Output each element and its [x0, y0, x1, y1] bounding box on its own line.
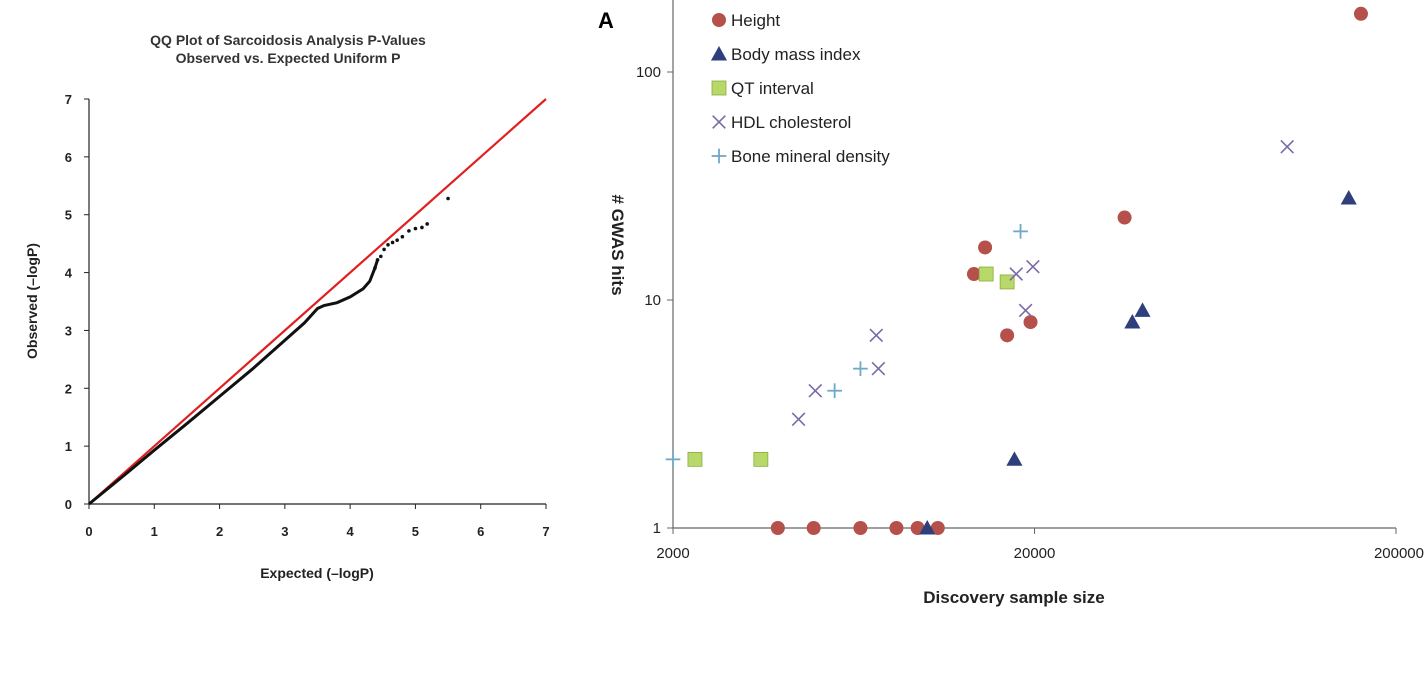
qq-axes	[88, 99, 546, 505]
qq-point	[375, 258, 380, 262]
qq-point	[395, 238, 399, 242]
panel-label: A	[598, 8, 614, 33]
legend-marker	[712, 115, 726, 129]
qq-x-tick-label: 1	[151, 524, 158, 539]
qq-point	[400, 234, 405, 239]
qq-point	[373, 266, 377, 270]
qq-x-tick-label: 3	[281, 524, 288, 539]
gwas-point	[1280, 139, 1295, 154]
gwas-point	[919, 519, 936, 535]
gwas-point	[753, 451, 769, 467]
gwas-point	[978, 266, 994, 282]
gwas-point	[869, 328, 884, 343]
qq-subtitle: Observed vs. Expected Uniform P	[176, 50, 401, 66]
gwas-point	[1124, 314, 1141, 329]
gwas-point	[1000, 328, 1015, 343]
qq-x-tick-label: 7	[542, 524, 549, 539]
legend-label: QT interval	[731, 79, 814, 98]
gwas-x-tick-label: 200000	[1374, 545, 1424, 562]
qq-point	[407, 229, 411, 233]
gwas-point	[827, 383, 842, 399]
gwas-point	[1006, 451, 1023, 466]
gwas-x-axis-label: Discovery sample size	[923, 588, 1104, 607]
gwas-point	[806, 521, 821, 535]
qq-x-tick-label: 2	[216, 524, 223, 539]
qq-observed-line	[88, 259, 379, 506]
gwas-point	[791, 412, 806, 427]
legend-marker	[712, 13, 726, 27]
gwas-point	[966, 267, 981, 282]
qq-point	[446, 196, 450, 201]
gwas-x-tick-label: 20000	[1014, 545, 1056, 562]
qq-x-tick-label: 0	[85, 524, 92, 539]
legend-label: Body mass index	[731, 45, 861, 64]
gwas-point	[853, 521, 868, 535]
qq-point	[413, 226, 418, 231]
qq-y-tick-label: 1	[65, 439, 72, 454]
qq-y-tick-label: 3	[65, 323, 72, 338]
gwas-point	[1013, 224, 1028, 239]
gwas-point	[1018, 303, 1033, 318]
qq-x-axis-label: Expected (–logP)	[260, 565, 374, 581]
gwas-point	[889, 521, 904, 535]
gwas-points	[665, 6, 1368, 535]
gwas-point	[1023, 315, 1038, 330]
qq-point	[382, 247, 386, 252]
qq-point	[425, 222, 429, 226]
legend-marker	[711, 148, 727, 164]
gwas-y-axis-label: # GWAS hits	[608, 194, 627, 295]
gwas-y-tick-label: 10	[644, 292, 661, 309]
qq-y-tick-label: 0	[65, 497, 72, 512]
qq-point	[420, 225, 424, 230]
legend-label: HDL cholesterol	[731, 113, 851, 132]
qq-y-axis-label: Observed (–logP)	[24, 243, 40, 359]
gwas-plot: A 2000 20000 200000 1 10 100 Height Body mass …	[598, 0, 1424, 607]
qq-point	[390, 240, 395, 245]
qq-x-tick-label: 4	[347, 524, 355, 539]
qq-reference-line	[88, 98, 547, 505]
legend-marker	[711, 80, 727, 96]
qq-y-tick-label: 4	[65, 266, 73, 281]
legend-marker	[710, 45, 728, 61]
gwas-point	[665, 452, 681, 467]
gwas-point	[1117, 210, 1132, 225]
gwas-point	[853, 361, 868, 376]
gwas-point	[1353, 6, 1368, 21]
qq-ticks: 0 1 2 3 4 5 6 7 0 1 2 3 4 5 6 7	[65, 92, 550, 539]
qq-y-tick-label: 7	[65, 92, 72, 107]
gwas-ticks: 2000 20000 200000 1 10 100	[636, 64, 1424, 562]
qq-title: QQ Plot of Sarcoidosis Analysis P-Values	[150, 32, 426, 48]
gwas-x-tick-label: 2000	[656, 545, 689, 562]
gwas-point	[1026, 259, 1040, 274]
gwas-point	[930, 521, 945, 535]
gwas-point	[978, 240, 993, 255]
qq-y-tick-label: 2	[65, 381, 72, 396]
gwas-point	[808, 383, 823, 398]
gwas-y-tick-label: 1	[653, 520, 661, 537]
qq-points	[373, 196, 450, 270]
gwas-point	[770, 521, 785, 535]
qq-point	[379, 254, 383, 259]
gwas-point	[1009, 267, 1024, 281]
legend-label: Bone mineral density	[731, 147, 890, 166]
qq-y-tick-label: 5	[65, 208, 72, 223]
gwas-point	[1340, 189, 1357, 205]
legend-label: Height	[731, 11, 780, 30]
gwas-point	[1134, 302, 1151, 317]
qq-x-tick-label: 6	[477, 524, 484, 539]
gwas-y-tick-label: 100	[636, 64, 661, 81]
gwas-point	[999, 274, 1015, 290]
legend: Height Body mass index QT interval HDL chol…	[710, 11, 890, 166]
gwas-point	[687, 451, 703, 467]
qq-plot: QQ Plot of Sarcoidosis Analysis P-Values…	[24, 32, 550, 581]
qq-point	[386, 243, 390, 247]
qq-y-tick-label: 6	[65, 150, 72, 165]
gwas-point	[871, 361, 886, 376]
qq-x-tick-label: 5	[412, 524, 419, 539]
